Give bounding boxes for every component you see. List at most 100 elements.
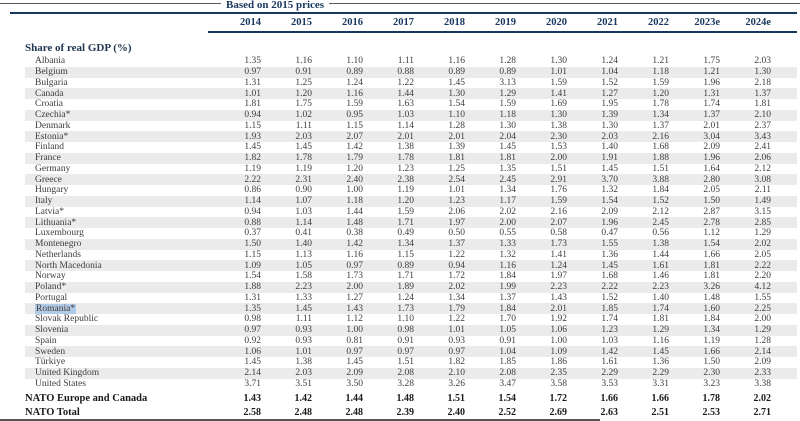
row-label: Spain	[35, 335, 57, 346]
value-cell: 3.13	[499, 77, 516, 88]
row-label: Albania	[35, 56, 66, 67]
value-cell: 2.23	[295, 282, 312, 293]
value-cell: 1.81	[754, 99, 771, 110]
table-row: Sweden 1.06 1.01 0.97 0.97 0.97 1.04 1.09 1.42 1.…	[25, 346, 797, 357]
year-column-header: 2020	[546, 17, 567, 28]
table-row: Finland 1.45 1.45 1.42 1.38 1.39 1.45 1.53 1.40 1…	[25, 142, 797, 153]
value-cell: 2.03	[295, 368, 312, 379]
table-row: Montenegro 1.50 1.40 1.42 1.34 1.37 1.33 1.73 1.…	[25, 238, 797, 250]
table-row: Poland* 1.88 2.23 2.00 1.89 2.02 1.99 2.23 2.22 2…	[25, 281, 797, 293]
row-label: Bulgaria	[35, 77, 68, 88]
value-cell: 0.94	[244, 110, 261, 121]
table-row: Germany 1.19 1.19 1.20 1.23 1.25 1.35 1.51 1.45 1…	[25, 164, 797, 175]
value-cell: 1.81	[499, 153, 516, 164]
value-cell: 1.11	[295, 314, 312, 325]
value-cell: 3.70	[601, 174, 618, 185]
value-cell: 2.01	[397, 131, 414, 142]
value-cell: 1.78	[295, 153, 312, 164]
value-cell: 1.97	[550, 271, 567, 282]
value-cell: 1.37	[448, 239, 465, 250]
value-cell: 1.05	[295, 260, 312, 271]
value-cell: 1.66	[600, 392, 619, 404]
value-cell: 1.09	[244, 260, 261, 271]
value-cell: 1.28	[499, 56, 516, 67]
value-cell: 1.37	[652, 120, 669, 131]
value-cell: 0.89	[346, 67, 363, 78]
top-rule	[0, 3, 800, 4]
table-row: North Macedonia 1.09 1.05 0.97 0.89 0.94 1.16 1…	[25, 260, 797, 271]
value-cell: 2.78	[703, 217, 720, 228]
row-label: Croatia	[35, 99, 63, 110]
value-cell: 2.29	[652, 368, 669, 379]
value-cell: 1.53	[550, 142, 567, 153]
value-cell: 1.24	[601, 56, 618, 67]
value-cell: 1.18	[652, 67, 669, 78]
value-cell: 1.24	[550, 260, 567, 271]
value-cell: 1.45	[652, 346, 669, 357]
value-cell: 1.63	[397, 99, 414, 110]
value-cell: 1.74	[703, 99, 720, 110]
year-header-row: 2014 2015 2016 2017 2018 2019 2020 2021 2022 2023…	[25, 16, 797, 29]
table-body: Albania 1.35 1.16 1.10 1.11 1.16 1.28 1.30 1.24 1…	[0, 56, 800, 389]
value-cell: 2.22	[244, 174, 261, 185]
value-cell: 0.98	[397, 325, 414, 336]
value-cell: 1.25	[448, 163, 465, 174]
value-cell: 1.29	[754, 325, 771, 336]
value-cell: 1.10	[397, 314, 414, 325]
row-label: Netherlands	[35, 249, 81, 260]
value-cell: 1.34	[397, 239, 414, 250]
value-cell: 1.43	[550, 292, 567, 303]
value-cell: 3.38	[754, 378, 771, 389]
value-cell: 0.97	[244, 325, 261, 336]
table-row: Estonia* 1.93 2.03 2.07 2.01 2.01 2.04 2.30 2.03…	[25, 131, 797, 142]
value-cell: 2.23	[652, 282, 669, 293]
value-cell: 3.26	[448, 378, 465, 389]
value-cell: 1.39	[448, 142, 465, 153]
value-cell: 1.54	[601, 196, 618, 207]
value-cell: 1.31	[244, 77, 261, 88]
value-cell: 0.55	[499, 228, 516, 239]
value-cell: 0.41	[295, 228, 312, 239]
value-cell: 2.00	[754, 314, 771, 325]
value-cell: 2.29	[601, 368, 618, 379]
value-cell: 2.85	[754, 217, 771, 228]
value-cell: 1.34	[499, 185, 516, 196]
value-cell: 1.43	[346, 303, 363, 314]
value-cell: 2.06	[448, 206, 465, 217]
value-cell: 1.48	[396, 392, 415, 404]
value-cell: 1.39	[601, 110, 618, 121]
value-cell: 1.36	[652, 357, 669, 368]
value-cell: 1.30	[550, 56, 567, 67]
table-row: NATO Total 2.58 2.48 2.48 2.39 2.40 2.52 2.69 2.…	[25, 405, 797, 419]
value-cell: 1.74	[652, 303, 669, 314]
value-cell: 1.79	[448, 303, 465, 314]
table-area: Albania 1.35 1.16 1.10 1.11 1.16 1.28 1.30 1.24 1…	[0, 56, 800, 419]
value-cell: 3.26	[703, 282, 720, 293]
table-row: Canada 1.01 1.20 1.16 1.44 1.30 1.29 1.41 1.27 1.…	[25, 88, 797, 99]
table-row: Denmark 1.15 1.11 1.15 1.14 1.28 1.30 1.38 1.30 1…	[25, 121, 797, 132]
value-cell: 1.45	[244, 357, 261, 368]
value-cell: 0.92	[244, 335, 261, 346]
value-cell: 2.22	[754, 260, 771, 271]
table-row: Bulgaria 1.31 1.25 1.24 1.22 1.45 3.13 1.59 1.52…	[25, 78, 797, 89]
value-cell: 1.42	[346, 239, 363, 250]
value-cell: 0.91	[397, 335, 414, 346]
value-cell: 3.23	[703, 378, 720, 389]
value-cell: 1.30	[601, 120, 618, 131]
value-cell: 1.84	[703, 314, 720, 325]
value-cell: 0.49	[397, 228, 414, 239]
value-cell: 1.21	[703, 67, 720, 78]
value-cell: 0.97	[244, 67, 261, 78]
value-cell: 1.22	[397, 77, 414, 88]
value-cell: 1.14	[244, 196, 261, 207]
row-label: Estonia*	[35, 131, 69, 142]
value-cell: 1.52	[652, 196, 669, 207]
value-cell: 1.02	[295, 110, 312, 121]
value-cell: 1.37	[499, 292, 516, 303]
value-cell: 1.96	[703, 77, 720, 88]
value-cell: 0.89	[397, 260, 414, 271]
value-cell: 2.12	[754, 163, 771, 174]
value-cell: 2.02	[754, 239, 771, 250]
value-cell: 1.03	[295, 206, 312, 217]
